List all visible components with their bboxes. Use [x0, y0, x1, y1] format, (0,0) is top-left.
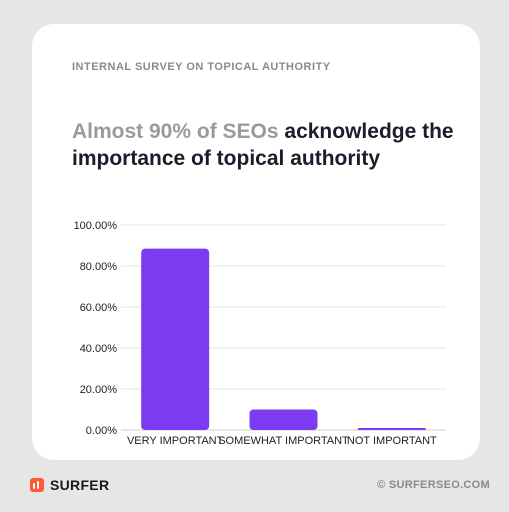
y-tick-label: 0.00%	[86, 425, 117, 437]
y-tick-label: 60.00%	[80, 302, 118, 314]
headline-text: acknowledge the importance of topical au…	[72, 120, 454, 170]
y-tick-label: 40.00%	[80, 343, 118, 355]
y-tick-label: 80.00%	[80, 261, 118, 273]
bar	[141, 248, 210, 430]
eyebrow-label: INTERNAL SURVEY ON TOPICAL AUTHORITY	[72, 61, 331, 73]
brand-logo: SURFER	[30, 477, 109, 493]
x-category-label: NOT IMPORTANT	[347, 435, 437, 447]
bar	[357, 427, 426, 430]
x-category-label: VERY IMPORTANT	[127, 435, 224, 447]
x-category-label: SOMEWHAT IMPORTANT	[218, 435, 349, 447]
y-tick-label: 20.00%	[80, 384, 118, 396]
surfer-logo-icon	[30, 478, 44, 492]
brand-name: SURFER	[50, 477, 110, 493]
headline: Almost 90% of SEOs acknowledge the impor…	[72, 118, 492, 172]
survey-card	[32, 24, 480, 460]
bar	[249, 409, 318, 430]
headline-highlight: Almost 90% of SEOs	[72, 120, 279, 143]
y-tick-label: 100.00%	[74, 220, 118, 232]
copyright-text: © SURFERSEO.COM	[377, 479, 490, 491]
